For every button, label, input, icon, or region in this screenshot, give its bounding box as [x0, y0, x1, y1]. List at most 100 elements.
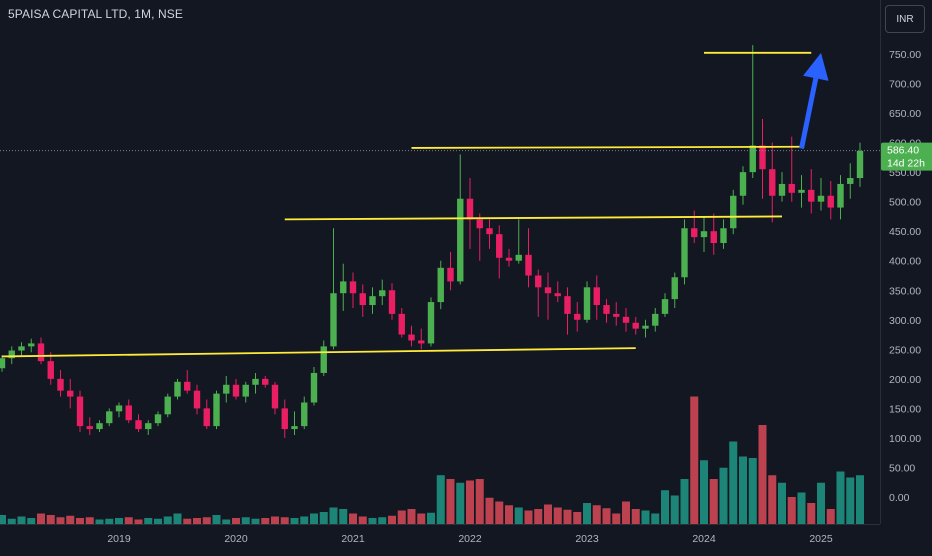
volume-bar [446, 479, 455, 524]
time-tick-label: 2024 [692, 533, 716, 545]
trendline [411, 145, 802, 149]
candle-body [37, 343, 45, 362]
candle-body [379, 290, 386, 297]
volume-bar [563, 509, 572, 524]
candle-body [827, 195, 834, 208]
volume-bar [602, 508, 611, 524]
candle-body [320, 346, 327, 373]
volume-bar [232, 518, 240, 524]
volume-bar [66, 515, 75, 524]
candle-body [330, 293, 337, 347]
candle-body [778, 183, 786, 196]
price-badge-value: 586.40 [887, 145, 919, 157]
volume-bar [46, 515, 55, 524]
candle-body [710, 231, 717, 244]
volume-bar [505, 505, 513, 524]
volume-bar [758, 425, 767, 524]
volume-bar [17, 516, 26, 524]
currency-button[interactable]: INR [885, 5, 925, 33]
volume-bar [631, 509, 640, 524]
candle-body [388, 290, 396, 314]
volume-bar [310, 513, 318, 524]
candle-body [47, 361, 54, 379]
volume-bar [397, 510, 406, 524]
candle-body [262, 378, 269, 385]
volume-bar [212, 515, 221, 524]
price-tick-label: 450.00 [889, 226, 921, 238]
time-tick-label: 2020 [224, 533, 248, 545]
candle-body [76, 396, 84, 427]
volume-bar [622, 501, 630, 524]
candle-body [447, 267, 454, 282]
volume-bar [193, 518, 201, 524]
candle-body [437, 267, 444, 303]
candle-body [496, 234, 503, 258]
time-tick-label: 2021 [341, 533, 365, 545]
volume-bar [544, 504, 552, 524]
candle-body [340, 281, 347, 294]
candle-body [232, 384, 240, 397]
volume-bar [144, 518, 153, 524]
candle-body [574, 313, 581, 320]
price-tick-label: 250.00 [889, 344, 921, 356]
time-tick-label: 2019 [107, 533, 131, 545]
price-tick-label: 200.00 [889, 374, 921, 386]
volume-bar [134, 519, 143, 524]
volume-bar [475, 479, 484, 524]
volume-bar [495, 501, 504, 524]
price-tick-label: 50.00 [889, 462, 915, 474]
candle-body [174, 381, 181, 397]
candle-body [398, 313, 405, 335]
candle-body [593, 287, 600, 306]
volume-bar [700, 460, 708, 524]
candle-body [798, 189, 805, 193]
candle-body [691, 228, 698, 238]
volume-bar [778, 482, 786, 524]
candle-body [223, 384, 230, 394]
volume-bar [271, 516, 279, 524]
volume-bar [787, 497, 796, 524]
candle-body [57, 378, 64, 391]
candle-body [466, 198, 474, 220]
volume-bar [427, 512, 435, 524]
price-axis[interactable]: 750.00700.00650.00600.00550.00500.00450.… [880, 0, 932, 524]
volume-bar [836, 471, 845, 524]
volume-bar [349, 513, 357, 524]
volume-bar [856, 475, 864, 524]
candle-body [847, 178, 854, 184]
volume-bar [670, 495, 679, 524]
volume-bar [319, 512, 328, 524]
volume-bar [680, 479, 689, 524]
candle-body [564, 296, 571, 314]
candle-body [603, 305, 610, 314]
candlestick-chart[interactable] [0, 0, 880, 524]
volume-bar [105, 518, 114, 524]
candle-body [301, 402, 308, 427]
volume-bar [514, 507, 523, 524]
candle-body [457, 198, 464, 282]
candle-body [418, 340, 425, 344]
candle-body [632, 322, 639, 329]
candle-body [242, 384, 249, 397]
candle-body [252, 378, 259, 385]
price-badge-countdown: 14d 22h [887, 158, 925, 170]
candle-body [486, 228, 493, 235]
candle-body [369, 296, 376, 306]
volume-bar [690, 396, 699, 524]
candle-body [544, 287, 552, 294]
volume-bar [612, 513, 621, 524]
price-tick-label: 500.00 [889, 197, 921, 209]
candle-body [681, 228, 688, 278]
price-badge [881, 142, 932, 171]
volume-bar [641, 510, 650, 524]
price-tick-label: 150.00 [889, 403, 921, 415]
chart-area[interactable] [0, 0, 880, 524]
arrow-head [803, 52, 829, 81]
time-axis[interactable]: 2019 2020 2021 2022 2023 2024 2025 [0, 524, 880, 551]
volume-bar [358, 516, 367, 524]
time-tick-label: 2023 [575, 533, 599, 545]
price-axis-labels: 750.00700.00650.00600.00550.00500.00450.… [881, 49, 932, 504]
volume-bar [115, 518, 123, 524]
volume-bar [95, 519, 104, 524]
volume-bar [251, 518, 260, 524]
